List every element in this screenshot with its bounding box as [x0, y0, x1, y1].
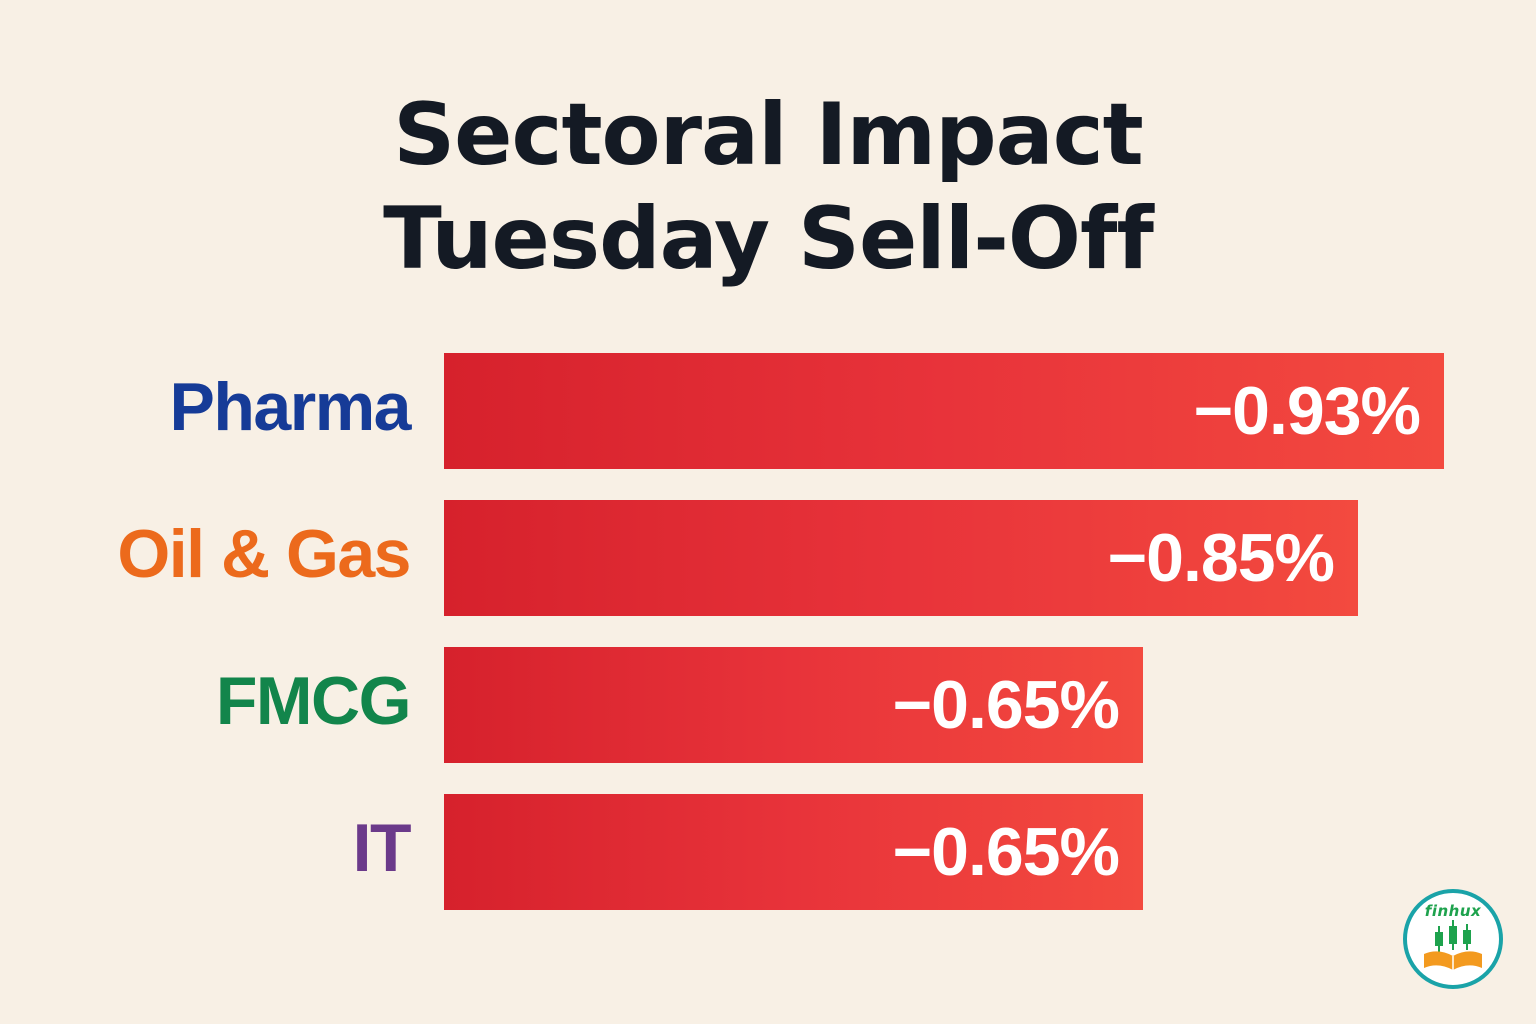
bar-value-label: −0.85% — [1107, 520, 1335, 596]
bar-fmcg: −0.65% — [444, 647, 1143, 763]
logo-brand-text: finhux — [1424, 902, 1482, 920]
candlestick-book-icon — [1403, 889, 1503, 989]
category-label: Pharma — [169, 369, 412, 445]
bar-value-label: −0.93% — [1193, 373, 1421, 449]
category-label: Oil & Gas — [117, 516, 411, 592]
bar-value-label: −0.65% — [892, 667, 1120, 743]
bar-oil-gas: −0.85% — [444, 500, 1358, 616]
category-label: FMCG — [215, 663, 412, 739]
bar-pharma: −0.93% — [444, 353, 1444, 469]
bar-value-label: −0.65% — [892, 814, 1120, 890]
chart-title-line1: Sectoral Impact — [393, 85, 1144, 185]
bar-it: −0.65% — [444, 794, 1143, 910]
finhux-logo: finhux — [1402, 888, 1504, 990]
category-label: IT — [352, 810, 412, 886]
chart-title-line2: Tuesday Sell-Off — [383, 189, 1154, 289]
